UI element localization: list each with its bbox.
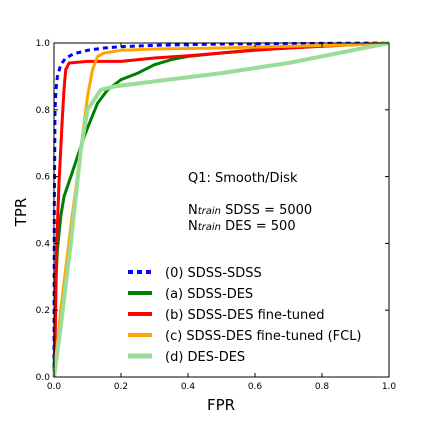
legend: (0) SDSS-SDSS (a) SDSS-DES (b) SDSS-DES fi… [128, 266, 362, 365]
y-tick-label: 0.6 [36, 173, 51, 183]
ticks-layer: 0.0 0.2 0.4 0.6 0.8 1.0 0.0 0.2 0.4 0.6 0.8 1.0 [36, 39, 397, 392]
y-axis-label: TPR [12, 198, 30, 228]
legend-label-2: (b) SDSS-DES fine-tuned [165, 308, 325, 323]
legend-label-0: (0) SDSS-SDSS [165, 266, 262, 281]
series-line-0 [52, 41, 390, 378]
x-tick-label: 1.0 [382, 382, 397, 392]
ntrain-des-prefix: N [188, 219, 198, 234]
legend-label-3: (c) SDSS-DES fine-tuned (FCL) [165, 329, 362, 344]
legend-label-1: (a) SDSS-DES [165, 287, 253, 302]
x-tick-label: 0.0 [47, 382, 62, 392]
question-annotation: Q1: Smooth/Disk [188, 171, 298, 186]
x-tick-label: 0.2 [114, 382, 128, 392]
ntrain-sdss-prefix: N [188, 203, 198, 218]
series-layer [52, 41, 390, 378]
ntrain-des-annotation: Ntrain DES = 500 [188, 219, 296, 234]
y-tick-label: 0.0 [36, 373, 51, 383]
ntrain-des-sub: train [198, 222, 221, 233]
plot-frame [53, 42, 390, 378]
ntrain-sdss-rest: SDSS = 5000 [221, 203, 312, 218]
ntrain-sdss-annotation: Ntrain SDSS = 5000 [188, 203, 312, 218]
series-line-2 [52, 41, 390, 378]
ntrain-sdss-sub: train [198, 206, 221, 217]
y-tick-label: 0.8 [36, 106, 51, 116]
x-tick-label: 0.4 [181, 382, 196, 392]
series-line-4 [52, 41, 390, 378]
x-tick-label: 0.8 [315, 382, 330, 392]
x-axis-label: FPR [207, 396, 235, 414]
y-tick-label: 0.2 [36, 306, 50, 316]
y-tick-label: 1.0 [36, 39, 51, 49]
y-tick-label: 0.4 [36, 239, 51, 249]
legend-label-4: (d) DES-DES [165, 350, 245, 365]
ntrain-des-rest: DES = 500 [221, 219, 296, 234]
x-tick-label: 0.6 [248, 382, 263, 392]
